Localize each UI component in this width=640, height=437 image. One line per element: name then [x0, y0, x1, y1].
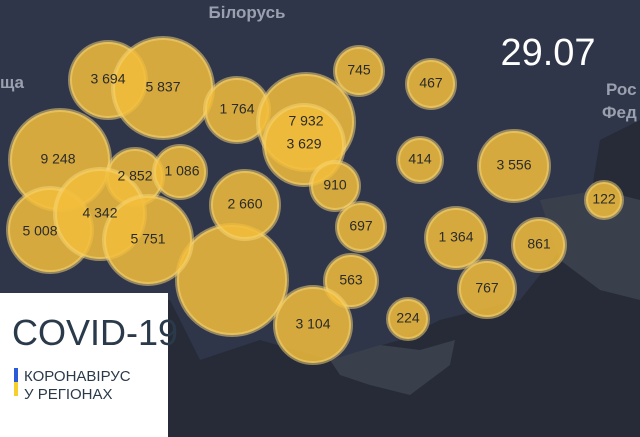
- legend-title: COVID-19: [12, 312, 178, 353]
- bubble: [424, 206, 488, 270]
- bubble-label: 7 932: [288, 113, 323, 129]
- legend-line: КОРОНАВІРУС: [24, 368, 131, 385]
- place-label: ща: [0, 73, 25, 92]
- bubble-label: 2 852: [117, 168, 152, 184]
- bubble-layer: [6, 36, 624, 365]
- bubble-label: 1 764: [219, 101, 254, 117]
- place-label: Рос: [606, 80, 637, 99]
- bubble: [584, 180, 624, 220]
- bubble: [333, 45, 385, 97]
- legend-box: [0, 293, 168, 437]
- bubble: [396, 136, 444, 184]
- bubble: [309, 160, 361, 212]
- bubble-label: 697: [349, 218, 373, 234]
- bubble-label: 4 342: [82, 205, 117, 221]
- label-layer: 3 694 5 837 1 764 7 932 3 629 745 467 9 248 2 85…: [22, 62, 615, 332]
- date: 29.07: [500, 32, 595, 74]
- bubble: [477, 129, 551, 203]
- bubble-label: 5 837: [145, 79, 180, 95]
- bubble-label: 9 248: [40, 151, 75, 167]
- bubble-label: 3 694: [90, 71, 125, 87]
- bubble-label: 3 104: [295, 316, 330, 332]
- bubble: [152, 144, 208, 200]
- bubble: [102, 194, 194, 286]
- place-label: Білорусь: [209, 3, 286, 22]
- bubble-label: 745: [347, 62, 371, 78]
- bubble-label: 767: [475, 280, 499, 296]
- flag-yellow: [14, 382, 18, 396]
- legend-line: У РЕГІОНАХ: [24, 386, 113, 403]
- bubble-label: 910: [323, 177, 347, 193]
- bubble-label: 5 008: [22, 223, 57, 239]
- flag-blue: [14, 368, 18, 382]
- bubble: [386, 297, 430, 341]
- bubble-label: 467: [419, 75, 443, 91]
- bubble: [335, 201, 387, 253]
- bubble: [511, 217, 567, 273]
- bubble-label: 122: [592, 191, 616, 207]
- bubble-label: 5 751: [130, 231, 165, 247]
- bubble-label: 1 086: [164, 163, 199, 179]
- bubble: [405, 58, 457, 110]
- place-label: Фед: [602, 103, 637, 122]
- legend: COVID-19 КОРОНАВІРУС У РЕГІОНАХ: [0, 293, 178, 437]
- bubble-label: 414: [408, 151, 432, 167]
- bubble-label: 1 364: [438, 229, 473, 245]
- bubble-label: 224: [396, 310, 420, 326]
- bubble-label: 563: [339, 272, 363, 288]
- bubble-label: 2 660: [227, 196, 262, 212]
- east-region: [540, 190, 640, 300]
- bubbles: 3 694 5 837 1 764 7 932 3 629 745 467 9 248 2 85…: [6, 36, 624, 365]
- bubble: [273, 285, 353, 365]
- bubble-label: 3 629: [286, 136, 321, 152]
- bubble: [457, 259, 517, 319]
- crimea: [330, 340, 455, 395]
- bubble-label: 3 556: [496, 157, 531, 173]
- bubble: [209, 169, 281, 241]
- bubble-label: 861: [527, 236, 551, 252]
